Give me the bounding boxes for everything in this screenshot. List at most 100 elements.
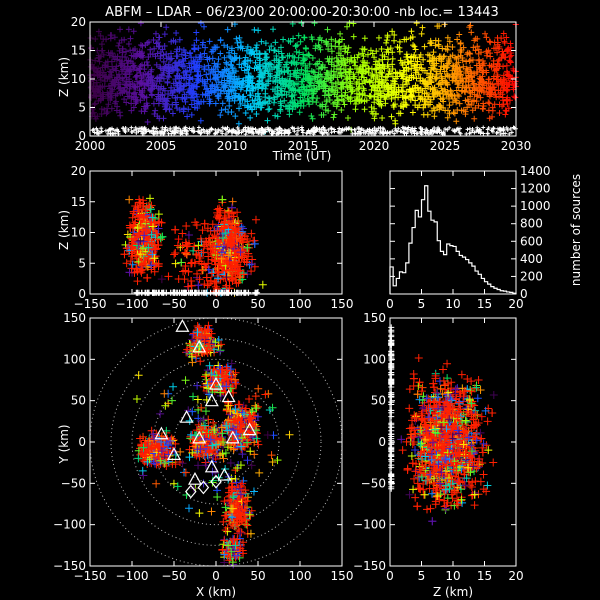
source-mark xyxy=(270,99,277,106)
source-mark xyxy=(312,61,319,68)
source-mark xyxy=(375,34,382,41)
altitude-histogram-ytick-label: 0 xyxy=(520,287,528,301)
time-height-ytick-label: 20 xyxy=(71,15,86,29)
source-mark xyxy=(389,55,396,62)
source-mark xyxy=(111,34,118,41)
source-mark xyxy=(224,26,231,33)
altitude-histogram-ytick-label: 1400 xyxy=(520,164,551,178)
time-height-xtick-label: 2020 xyxy=(359,139,390,153)
time-height-marks xyxy=(87,20,519,137)
source-mark xyxy=(470,44,477,51)
source-mark xyxy=(127,35,134,42)
source-mark xyxy=(352,100,359,107)
source-mark xyxy=(345,44,352,51)
time-height-xtick-label: 2005 xyxy=(146,139,177,153)
source-mark xyxy=(211,60,218,67)
source-mark xyxy=(371,115,378,122)
source-mark xyxy=(105,101,112,108)
altitude-histogram-xtick-label: 5 xyxy=(418,297,426,311)
source-mark xyxy=(342,89,349,96)
source-mark xyxy=(339,93,346,100)
source-mark xyxy=(206,38,213,45)
x-z-xtick-label: −100 xyxy=(116,297,149,311)
source-mark xyxy=(255,27,262,34)
source-mark xyxy=(95,28,102,35)
source-mark xyxy=(153,40,160,47)
source-mark xyxy=(328,59,335,66)
source-mark xyxy=(145,53,152,60)
source-mark xyxy=(344,115,351,122)
altitude-histogram-xtick-label: 15 xyxy=(477,297,492,311)
x-z-ytick-label: 0 xyxy=(78,287,86,301)
source-mark xyxy=(387,45,394,52)
source-mark xyxy=(410,42,417,49)
x-z-xtick-label: 100 xyxy=(289,297,312,311)
source-mark xyxy=(360,53,367,60)
source-mark xyxy=(341,101,348,108)
time-height-ytick-label: 0 xyxy=(78,129,86,143)
altitude-histogram-ytick-label: 800 xyxy=(520,217,543,231)
source-mark xyxy=(414,58,421,65)
source-mark xyxy=(350,33,357,40)
source-mark xyxy=(446,102,453,109)
source-mark xyxy=(472,104,479,111)
source-mark xyxy=(494,49,501,56)
source-mark xyxy=(420,104,427,111)
figure-title: ABFM – LDAR – 06/23/00 20:00:00-20:30:00… xyxy=(105,5,499,20)
source-mark xyxy=(296,109,303,116)
source-mark xyxy=(262,40,269,47)
source-mark xyxy=(217,50,224,57)
x-z-xtick-label: 150 xyxy=(331,297,354,311)
source-mark xyxy=(456,31,463,38)
x-z-xtick-label: 0 xyxy=(212,297,220,311)
source-mark xyxy=(471,115,478,122)
time-height-ytick-label: 5 xyxy=(78,101,86,115)
source-mark xyxy=(364,51,371,58)
source-mark xyxy=(167,50,174,57)
source-mark xyxy=(277,108,284,115)
source-mark xyxy=(503,34,510,41)
source-mark xyxy=(446,38,453,45)
source-mark xyxy=(450,109,457,116)
source-mark xyxy=(311,20,318,27)
source-mark xyxy=(137,20,144,27)
source-mark xyxy=(419,24,426,31)
source-mark xyxy=(352,62,359,69)
x-z-ytick-label: 20 xyxy=(71,164,86,178)
source-mark xyxy=(403,102,410,109)
source-mark xyxy=(341,48,348,55)
source-mark xyxy=(236,61,243,68)
source-mark xyxy=(160,52,167,59)
source-mark xyxy=(413,75,420,82)
source-mark xyxy=(272,112,279,119)
source-mark xyxy=(377,101,384,108)
source-mark xyxy=(391,37,398,44)
source-mark xyxy=(117,26,124,33)
source-mark xyxy=(91,101,98,108)
altitude-histogram-xtick-label: 10 xyxy=(445,297,460,311)
source-mark xyxy=(383,37,390,44)
source-mark xyxy=(396,48,403,55)
source-mark xyxy=(298,66,305,73)
source-mark xyxy=(217,36,224,43)
source-mark xyxy=(236,105,243,112)
source-mark xyxy=(383,39,390,46)
altitude-histogram-ytick-label: 200 xyxy=(520,269,543,283)
source-mark xyxy=(154,39,161,46)
source-mark xyxy=(352,106,359,113)
source-mark xyxy=(503,68,510,75)
source-mark xyxy=(111,100,118,107)
time-height-xtick-label: 2025 xyxy=(430,139,461,153)
source-mark xyxy=(464,104,471,111)
source-mark xyxy=(270,26,277,33)
source-mark xyxy=(436,80,443,87)
x-z-xtick-label: 50 xyxy=(250,297,265,311)
source-mark xyxy=(364,59,371,66)
source-mark xyxy=(218,107,225,114)
source-mark xyxy=(97,32,104,39)
source-mark xyxy=(451,110,458,117)
source-mark xyxy=(258,38,265,45)
source-mark xyxy=(144,118,151,125)
source-mark xyxy=(388,113,395,120)
